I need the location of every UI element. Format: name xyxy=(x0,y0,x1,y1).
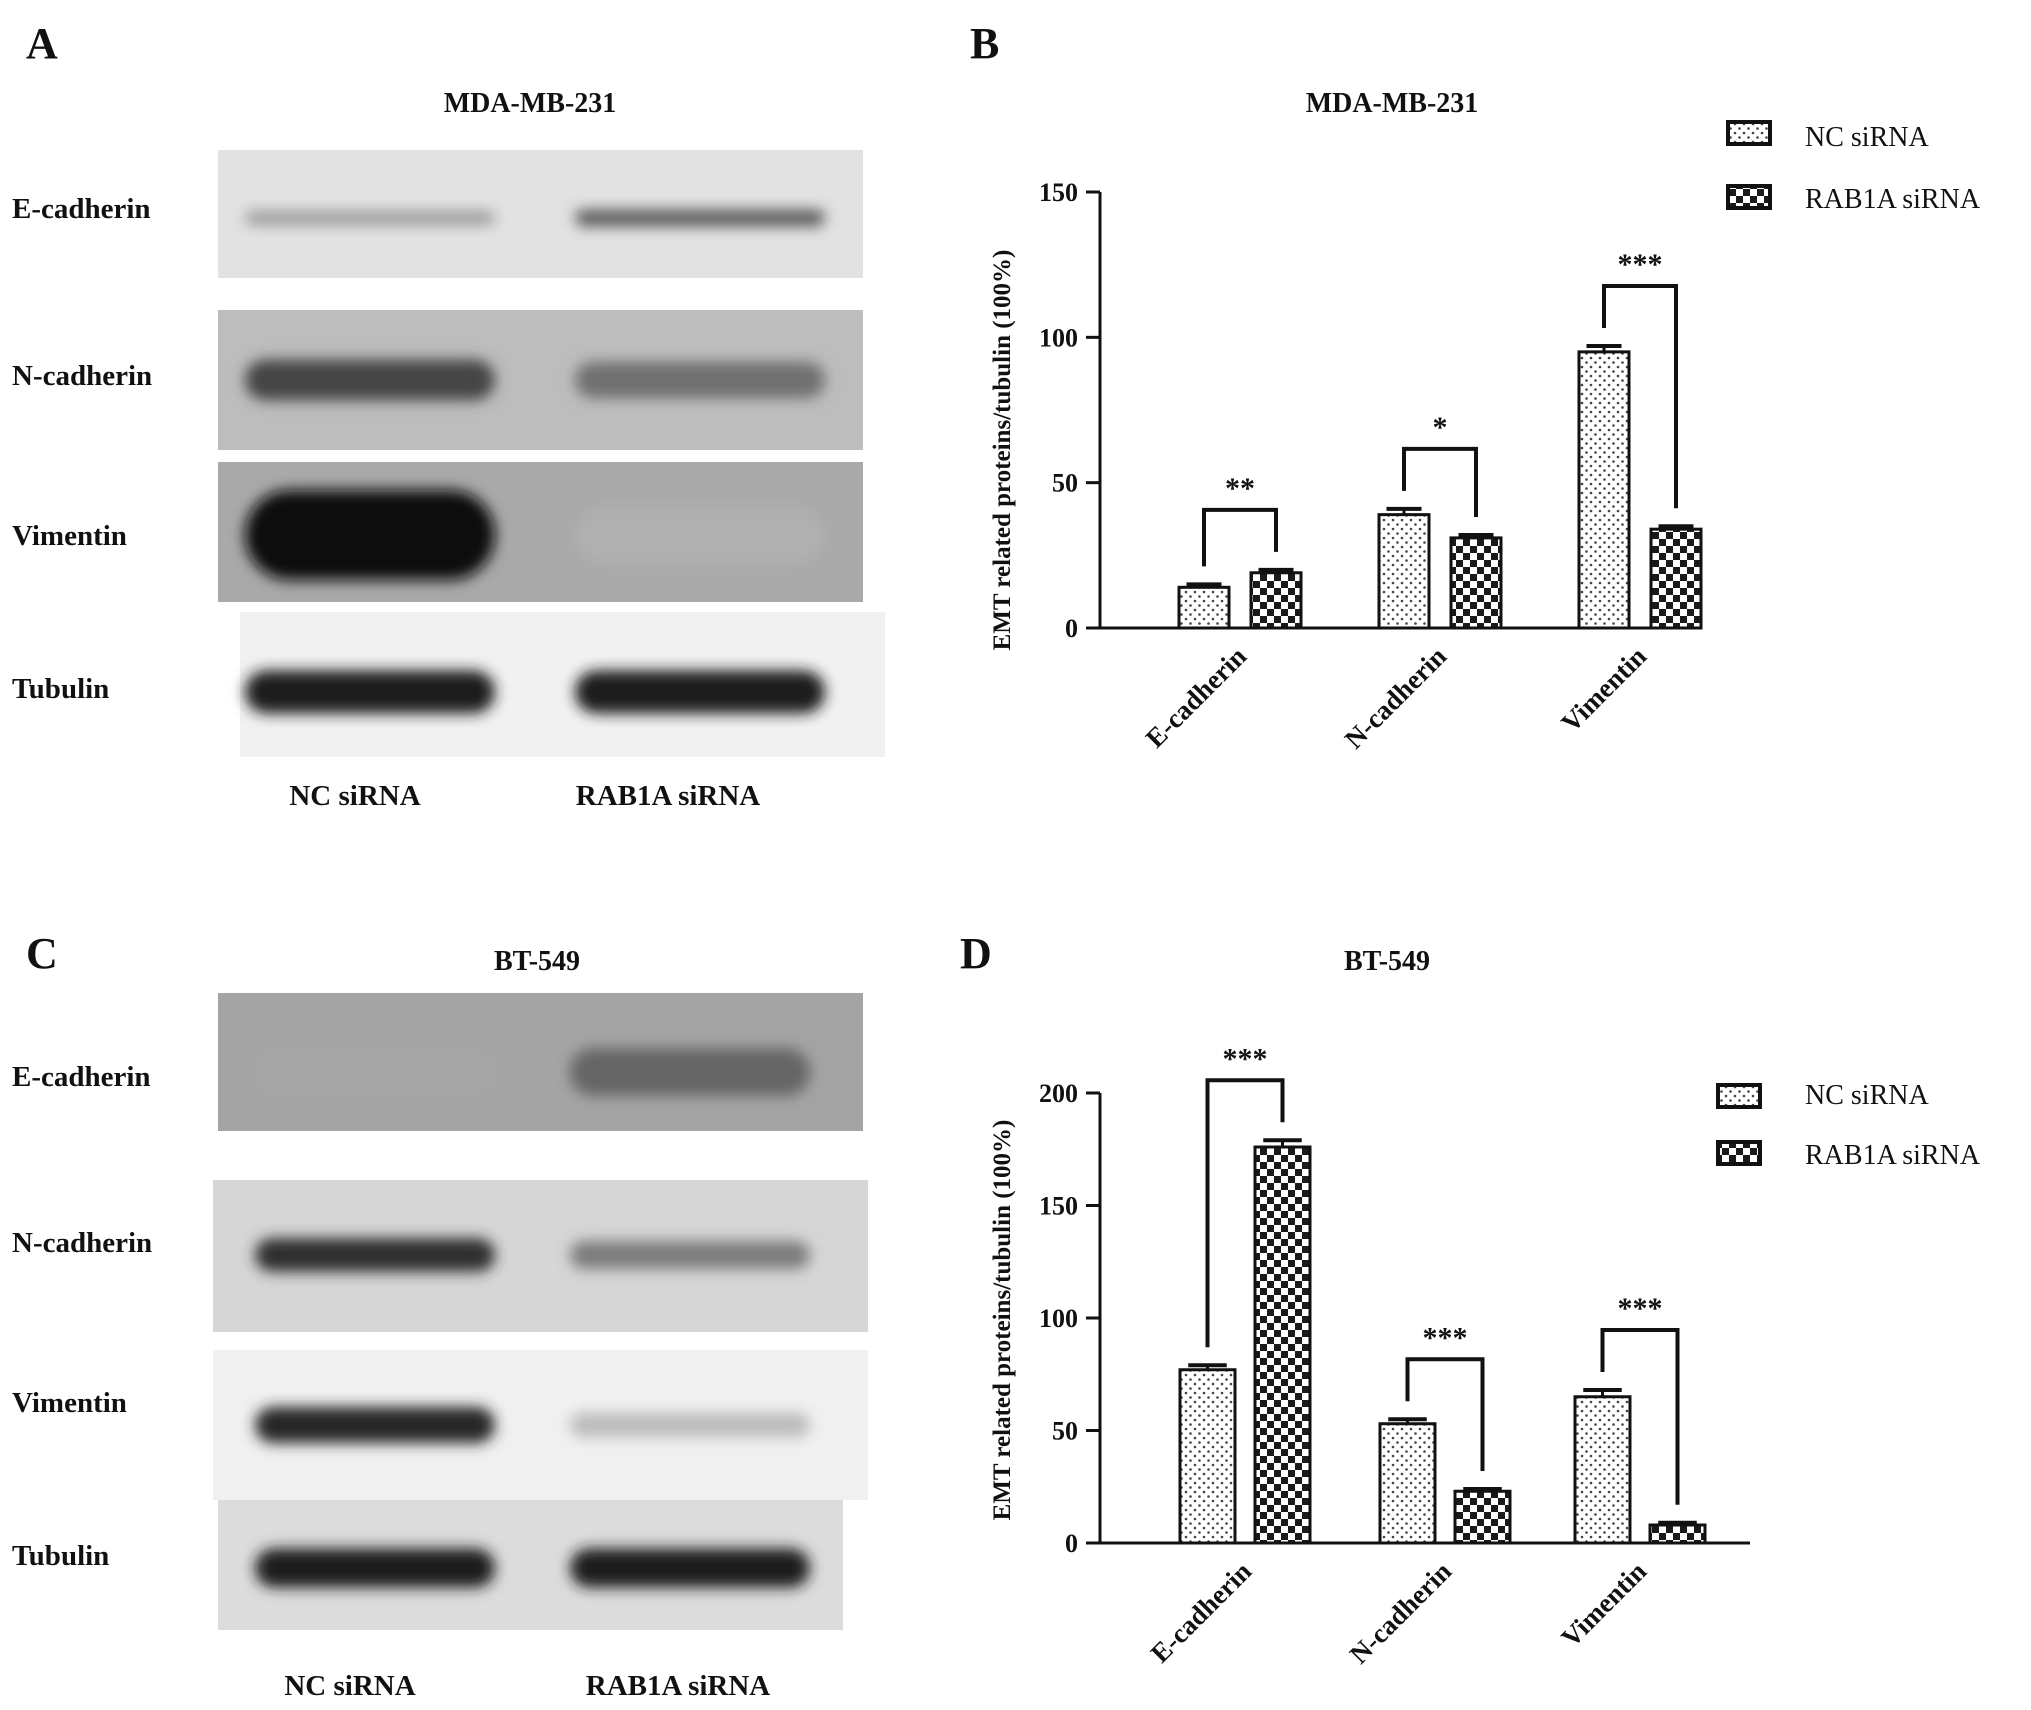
panel-letter-c: C xyxy=(26,929,58,978)
blot-a-band-n-cadherin-nc xyxy=(245,359,495,401)
chart-b-significance-bracket-n-cadherin xyxy=(1402,446,1478,517)
blot-c-title: BT-549 xyxy=(494,946,580,977)
blot-c-band-vimentin-rab1a xyxy=(570,1412,810,1438)
blot-c-band-vimentin-nc xyxy=(255,1406,495,1444)
chart-b-legend-label-nc: NC siRNA xyxy=(1805,122,1929,153)
chart-b-ylabel: EMT related proteins/tubulin (100%) xyxy=(989,250,1016,651)
blot-c-band-n-cadherin-rab1a xyxy=(570,1241,810,1269)
chart-d-y-tick-label: 100 xyxy=(1039,1304,1078,1333)
chart-d-legend-label-nc: NC siRNA xyxy=(1805,1080,1929,1111)
blot-c-label-n-cadherin: N-cadherin xyxy=(12,1227,152,1259)
chart-d-significance-label-e-cadherin: *** xyxy=(1223,1042,1268,1075)
blot-a-band-vimentin-nc xyxy=(245,490,495,580)
chart-b-x-tick-label-e-cadherin: E-cadherin xyxy=(1140,641,1252,753)
blot-a-label-e-cadherin: E-cadherin xyxy=(12,193,151,225)
blot-a-lane-nc: NC siRNA xyxy=(289,780,420,812)
blot-a-band-n-cadherin-rab1a xyxy=(575,361,825,399)
chart-b-bar-vimentin-rab1a xyxy=(1649,527,1703,630)
chart-b-bar-vimentin-nc xyxy=(1577,350,1631,630)
blot-c-lane-rab1a: RAB1A siRNA xyxy=(586,1670,771,1702)
chart-b-y-tick-label: 100 xyxy=(1039,323,1078,352)
blot-c-label-vimentin: Vimentin xyxy=(12,1387,127,1419)
blot-a-label-tubulin: Tubulin xyxy=(12,673,109,705)
chart-d-y-tick-label: 0 xyxy=(1065,1529,1078,1558)
blot-a-band-e-cadherin-rab1a xyxy=(575,209,825,227)
blot-c-band-e-cadherin-nc xyxy=(255,1052,495,1092)
chart-b-legend-swatch-nc xyxy=(1726,120,1772,146)
chart-b-significance-label-n-cadherin: * xyxy=(1433,411,1448,444)
chart-d-significance-label-n-cadherin: *** xyxy=(1423,1321,1468,1354)
chart-b-significance-label-e-cadherin: ** xyxy=(1225,472,1255,505)
chart-b-significance-bracket-e-cadherin xyxy=(1202,507,1278,567)
chart-d-x-tick-label-n-cadherin: N-cadherin xyxy=(1344,1556,1457,1669)
chart-d-title: BT-549 xyxy=(1344,946,1430,977)
chart-d-bar-n-cadherin-nc xyxy=(1378,1422,1437,1545)
chart-d-x-tick-label-e-cadherin: E-cadherin xyxy=(1145,1556,1257,1668)
blot-a-title: MDA-MB-231 xyxy=(444,88,617,119)
panel-letter-d: D xyxy=(960,929,992,978)
blot-panel-a: MDA-MB-231 E-cadherin N-cadherin Vimenti… xyxy=(12,88,885,812)
blot-a-band-vimentin-rab1a xyxy=(575,505,825,565)
chart-b-x-tick-label-n-cadherin: N-cadherin xyxy=(1339,641,1452,754)
blot-a-lane-rab1a: RAB1A siRNA xyxy=(576,780,761,812)
chart-b-legend-label-rab1a: RAB1A siRNA xyxy=(1805,184,1981,215)
chart-d-significance-bracket-n-cadherin xyxy=(1405,1357,1485,1471)
blot-panel-c: BT-549 E-cadherin N-cadherin Vimentin Tu… xyxy=(12,946,868,1702)
chart-b-legend-swatch-rab1a xyxy=(1726,184,1772,210)
blot-a-label-n-cadherin: N-cadherin xyxy=(12,360,152,392)
blot-a-band-e-cadherin-nc xyxy=(245,210,495,226)
chart-d-y-tick-label: 200 xyxy=(1039,1079,1078,1108)
panel-letter-a: A xyxy=(26,19,58,68)
chart-b-x-tick-label-vimentin: Vimentin xyxy=(1555,641,1652,738)
blot-c-label-e-cadherin: E-cadherin xyxy=(12,1061,151,1093)
panel-letter-b: B xyxy=(970,19,999,68)
chart-d-significance-label-vimentin: *** xyxy=(1618,1292,1663,1325)
chart-d-bar-vimentin-rab1a xyxy=(1648,1523,1707,1545)
chart-panel-b: MDA-MB-231 EMT related proteins/tubulin … xyxy=(989,88,1981,755)
chart-d-ylabel: EMT related proteins/tubulin (100%) xyxy=(989,1120,1016,1521)
chart-d-y-tick-label: 50 xyxy=(1052,1417,1078,1446)
blot-c-label-tubulin: Tubulin xyxy=(12,1540,109,1572)
chart-b-bar-n-cadherin-nc xyxy=(1377,513,1431,630)
chart-d-significance-bracket-vimentin xyxy=(1600,1328,1680,1505)
chart-b-bar-e-cadherin-nc xyxy=(1177,585,1231,630)
blot-a-band-tubulin-nc xyxy=(245,670,495,714)
blot-a-label-vimentin: Vimentin xyxy=(12,520,127,552)
blot-c-lane-nc: NC siRNA xyxy=(284,1670,415,1702)
chart-d-bar-e-cadherin-nc xyxy=(1178,1368,1237,1545)
chart-d-legend-label-rab1a: RAB1A siRNA xyxy=(1805,1140,1981,1171)
chart-b-legend: NC siRNA RAB1A siRNA xyxy=(1726,120,1981,215)
chart-b-bar-e-cadherin-rab1a xyxy=(1249,571,1303,630)
chart-d-x-tick-label-vimentin: Vimentin xyxy=(1555,1556,1652,1653)
chart-d-legend: NC siRNA RAB1A siRNA xyxy=(1716,1080,1981,1171)
chart-panel-d: BT-549 EMT related proteins/tubulin (100… xyxy=(989,946,1981,1670)
chart-d-legend-swatch-nc xyxy=(1716,1083,1762,1109)
chart-d-bar-n-cadherin-rab1a xyxy=(1453,1489,1512,1545)
chart-b-y-tick-label: 150 xyxy=(1039,178,1078,207)
chart-b-y-tick-label: 0 xyxy=(1065,614,1078,643)
chart-d-legend-swatch-rab1a xyxy=(1716,1140,1762,1166)
chart-b-significance-label-vimentin: *** xyxy=(1618,248,1663,281)
chart-b-bar-n-cadherin-rab1a xyxy=(1449,536,1503,630)
chart-b-significance-bracket-vimentin xyxy=(1602,284,1678,509)
chart-b-title: MDA-MB-231 xyxy=(1306,88,1479,119)
chart-d-significance-bracket-e-cadherin xyxy=(1205,1078,1285,1348)
blot-a-band-tubulin-rab1a xyxy=(575,670,825,714)
blot-c-band-tubulin-nc xyxy=(255,1548,495,1588)
chart-d-y-tick-label: 150 xyxy=(1039,1192,1078,1221)
blot-c-band-tubulin-rab1a xyxy=(570,1548,810,1588)
blot-c-band-n-cadherin-nc xyxy=(255,1238,495,1272)
chart-d-bar-e-cadherin-rab1a xyxy=(1253,1145,1312,1545)
chart-d-bar-vimentin-nc xyxy=(1573,1395,1632,1545)
chart-b-y-tick-label: 50 xyxy=(1052,469,1078,498)
blot-c-band-e-cadherin-rab1a xyxy=(570,1048,810,1096)
